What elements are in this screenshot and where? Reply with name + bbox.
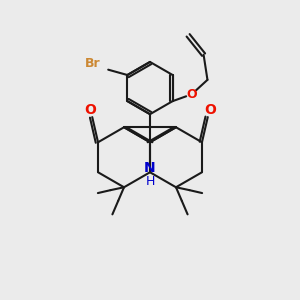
Text: Br: Br (85, 57, 100, 70)
Text: O: O (187, 88, 197, 101)
Text: O: O (84, 103, 96, 117)
Text: O: O (204, 103, 216, 117)
Text: N: N (144, 161, 156, 176)
Text: H: H (145, 176, 155, 188)
